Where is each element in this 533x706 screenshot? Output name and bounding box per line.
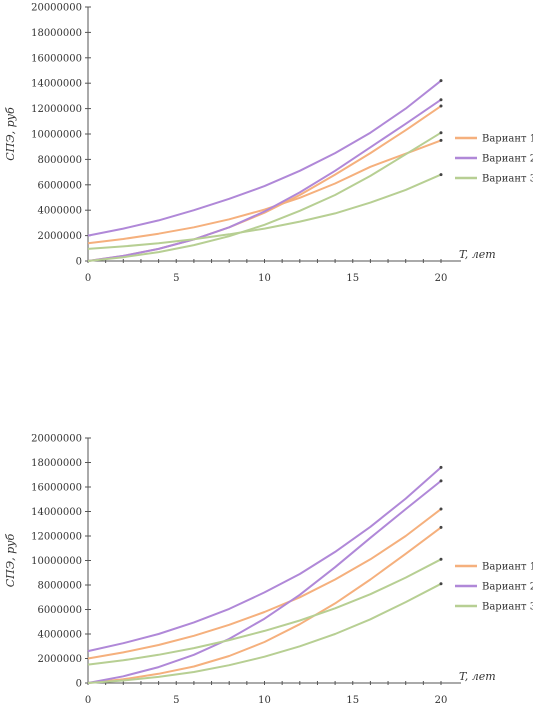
y-tick-label: 4000000 (37, 630, 82, 641)
x-axis-title: T, лет (459, 670, 496, 683)
legend-label: Вариант 1 (482, 562, 533, 573)
y-tick-label: 10000000 (31, 130, 82, 141)
y-tick-label: 0 (76, 257, 82, 268)
series-line-4 (87, 480, 442, 684)
series-line-3 (87, 466, 442, 653)
series-end-point (439, 104, 443, 108)
series-end-point (439, 98, 443, 102)
chart-2: 0 2000000 4000000 6000000 8000000 10000000 120… (4, 434, 533, 706)
x-tick-label: 0 (85, 273, 91, 284)
legend-label: Вариант 2 (482, 582, 533, 593)
series-end-point (439, 507, 443, 511)
y-tick-label: 6000000 (37, 605, 82, 616)
legend-label: Вариант 3 (482, 174, 533, 185)
series-end-point (439, 138, 443, 142)
legend-label: Вариант 2 (482, 154, 533, 165)
y-tick-label: 12000000 (31, 104, 82, 115)
x-tick-label: 20 (435, 695, 448, 706)
series-line-1 (87, 508, 442, 660)
y-tick-label: 8000000 (37, 581, 82, 592)
y-tick-label: 2000000 (37, 654, 82, 665)
x-tick-label: 10 (258, 273, 271, 284)
series-line-3 (87, 79, 442, 237)
x-tick-label: 15 (346, 273, 359, 284)
y-tick-label: 12000000 (31, 532, 82, 543)
x-tick-label: 5 (173, 273, 179, 284)
y-tick-label: 0 (76, 679, 82, 690)
series-end-point (439, 131, 443, 135)
series-line-6 (87, 131, 442, 262)
x-tick-label: 10 (258, 695, 271, 706)
y-tick-label: 16000000 (31, 483, 82, 494)
series-line-4 (87, 98, 442, 262)
series-line-2 (87, 105, 442, 262)
series-line-1 (87, 139, 442, 245)
y-tick-label: 4000000 (37, 206, 82, 217)
series-end-point (439, 465, 443, 469)
y-tick-label: 14000000 (31, 79, 82, 90)
series-end-point (439, 479, 443, 483)
y-tick-label: 14000000 (31, 507, 82, 518)
x-axis-title: T, лет (459, 248, 496, 261)
series-end-point (439, 557, 443, 561)
legend-label: Вариант 1 (482, 134, 533, 145)
y-tick-label: 18000000 (31, 28, 82, 39)
y-tick-label: 20000000 (31, 434, 82, 445)
series-line-2 (87, 526, 442, 684)
y-tick-label: 2000000 (37, 231, 82, 242)
y-tick-label: 20000000 (31, 3, 82, 14)
legend-label: Вариант 3 (482, 602, 533, 613)
series-line-5 (87, 558, 442, 666)
series-end-point (439, 582, 443, 586)
x-tick-label: 5 (173, 695, 179, 706)
series-end-point (439, 525, 443, 529)
series-line-6 (87, 582, 442, 684)
series-end-point (439, 79, 443, 83)
x-tick-label: 15 (346, 695, 359, 706)
y-tick-label: 8000000 (37, 155, 82, 166)
y-axis-title: СПЭ, руб (4, 107, 17, 161)
x-tick-label: 0 (85, 695, 91, 706)
y-tick-label: 18000000 (31, 458, 82, 469)
y-tick-label: 10000000 (31, 556, 82, 567)
series-end-point (439, 173, 443, 177)
y-tick-label: 6000000 (37, 180, 82, 191)
y-tick-label: 16000000 (31, 53, 82, 64)
series-line-5 (87, 173, 442, 250)
y-axis-title: СПЭ, руб (4, 533, 17, 587)
chart-1: 0 2000000 4000000 6000000 8000000 10000000 120… (4, 3, 533, 285)
x-tick-label: 20 (435, 273, 448, 284)
